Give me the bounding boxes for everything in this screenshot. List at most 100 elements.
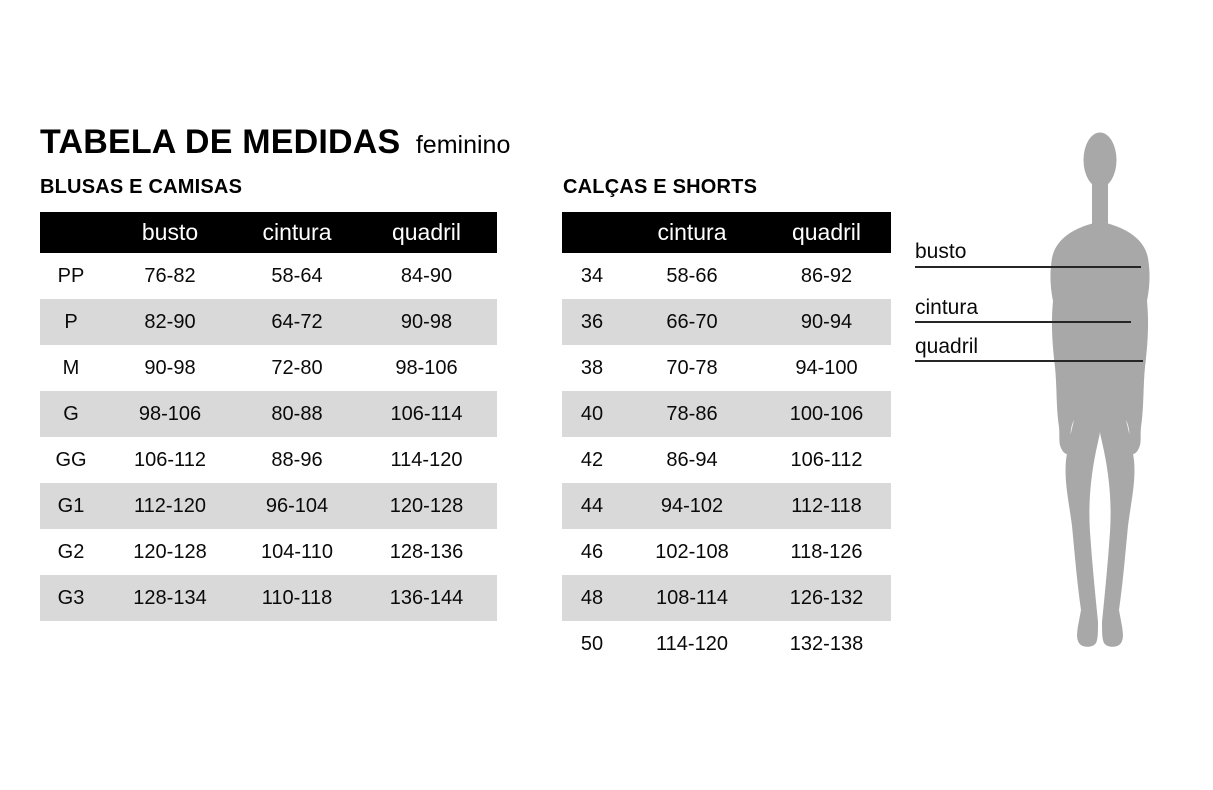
size-cell: G1 xyxy=(57,494,85,517)
busto-measure-line xyxy=(915,266,1141,268)
table-row: P 82-90 64-72 90-98 xyxy=(40,299,497,345)
size-cell: G2 xyxy=(57,540,85,563)
measurement-cell: 112-118 xyxy=(791,494,862,517)
table-row: 38 70-78 94-100 xyxy=(562,345,891,391)
table-row: G2 120-128 104-110 128-136 xyxy=(40,529,497,575)
size-cell: 44 xyxy=(580,494,604,517)
measurement-cell: 72-80 xyxy=(271,356,323,379)
table-row: 36 66-70 90-94 xyxy=(562,299,891,345)
calcas-header-row: cintura quadril xyxy=(562,212,891,253)
measurement-cell: 82-90 xyxy=(144,310,196,333)
measurement-cell: 90-98 xyxy=(400,310,453,333)
measurement-cell: 114-120 xyxy=(390,448,463,471)
calcas-size-table: cintura quadril 34 58-66 86-92 36 66-70 90-94 3… xyxy=(562,212,891,667)
measurement-cell: 112-120 xyxy=(134,494,206,517)
size-cell: G3 xyxy=(57,586,85,609)
measurement-cell: 90-98 xyxy=(144,356,196,379)
measurement-cell: 118-126 xyxy=(790,540,863,563)
size-cell: P xyxy=(64,310,78,333)
measurement-cell: 86-92 xyxy=(800,264,853,287)
measurement-cell: 58-66 xyxy=(666,264,718,287)
size-cell: 46 xyxy=(580,540,604,563)
table-row: 42 86-94 106-112 xyxy=(562,437,891,483)
measurement-cell: 106-112 xyxy=(134,448,206,471)
page-title: TABELA DE MEDIDAS xyxy=(40,123,401,161)
quadril-measure-line xyxy=(915,360,1143,362)
column-header: cintura xyxy=(262,219,332,245)
measurement-cell: 114-120 xyxy=(656,632,728,655)
measurement-cell: 64-72 xyxy=(271,310,323,333)
size-cell: 48 xyxy=(580,586,604,609)
measurement-cell: 66-70 xyxy=(666,310,718,333)
silhouette-head xyxy=(1083,132,1117,188)
measurement-cell: 88-96 xyxy=(271,448,323,471)
size-cell: 42 xyxy=(580,448,604,471)
column-header: cintura xyxy=(657,219,727,245)
calcas-section-title: CALÇAS E SHORTS xyxy=(563,176,758,198)
blusas-section-title: BLUSAS E CAMISAS xyxy=(40,176,243,198)
measurement-cell: 86-94 xyxy=(666,448,718,471)
table-row: G3 128-134 110-118 136-144 xyxy=(40,575,497,621)
measurement-cell: 106-112 xyxy=(790,448,863,471)
size-cell: 38 xyxy=(580,356,604,379)
page-subtitle: feminino xyxy=(415,131,511,159)
measurement-cell: 94-100 xyxy=(795,356,858,379)
table-row: PP 76-82 58-64 84-90 xyxy=(40,253,497,299)
measurement-cell: 110-118 xyxy=(261,586,333,609)
measurement-cell: 96-104 xyxy=(265,494,329,517)
measurement-cell: 126-132 xyxy=(789,586,864,609)
column-header: busto xyxy=(141,219,199,245)
blusas-header-row: busto cintura quadril xyxy=(40,212,497,253)
measurement-cell: 104-110 xyxy=(261,540,333,563)
table-row: M 90-98 72-80 98-106 xyxy=(40,345,497,391)
calcas-table-body: 34 58-66 86-92 36 66-70 90-94 38 70-78 94-100 40 7… xyxy=(562,253,891,667)
measurement-cell: 102-108 xyxy=(655,540,729,563)
table-row: 44 94-102 112-118 xyxy=(562,483,891,529)
table-row: G 98-106 80-88 106-114 xyxy=(40,391,497,437)
measurement-cell: 98-106 xyxy=(395,356,458,379)
size-cell: PP xyxy=(57,264,85,287)
blusas-size-table: busto cintura quadril PP 76-82 58-64 84-90 P 82… xyxy=(40,212,497,621)
blusas-table-body: PP 76-82 58-64 84-90 P 82-90 64-72 90-98 M 90-98 7… xyxy=(40,253,497,621)
size-cell: 50 xyxy=(580,632,604,655)
measurement-cell: 128-134 xyxy=(133,586,207,609)
size-cell: M xyxy=(62,356,80,379)
cintura-measure-line xyxy=(915,321,1131,323)
measurement-cell: 120-128 xyxy=(389,494,464,517)
measurement-cell: 128-136 xyxy=(389,540,464,563)
female-body-silhouette-icon xyxy=(1050,132,1150,647)
measurement-cell: 100-106 xyxy=(789,402,864,425)
table-row: G1 112-120 96-104 120-128 xyxy=(40,483,497,529)
table-row: GG 106-112 88-96 114-120 xyxy=(40,437,497,483)
figure-label-busto: busto xyxy=(915,240,967,263)
measurement-cell: 98-106 xyxy=(138,402,202,425)
column-header xyxy=(40,212,102,253)
size-cell: G xyxy=(63,402,79,425)
measurement-cell: 106-114 xyxy=(390,402,463,425)
table-row: 46 102-108 118-126 xyxy=(562,529,891,575)
silhouette-body xyxy=(1050,222,1100,647)
table-row: 40 78-86 100-106 xyxy=(562,391,891,437)
table-row: 34 58-66 86-92 xyxy=(562,253,891,299)
size-cell: 36 xyxy=(580,310,604,333)
figure-label-cintura: cintura xyxy=(915,296,979,319)
measurement-cell: 108-114 xyxy=(656,586,728,609)
silhouette-neck xyxy=(1092,174,1108,226)
measurement-cell: 80-88 xyxy=(271,402,323,425)
table-row: 50 114-120 132-138 xyxy=(562,621,891,667)
measurement-cell: 76-82 xyxy=(144,264,196,287)
column-header xyxy=(562,212,622,253)
measurement-cell: 58-64 xyxy=(271,264,323,287)
measurement-cell: 94-102 xyxy=(660,494,724,517)
size-cell: 34 xyxy=(580,264,604,287)
page-title-block: TABELA DE MEDIDAS feminino xyxy=(40,123,510,162)
column-header: quadril xyxy=(791,219,862,245)
measurement-cell: 70-78 xyxy=(666,356,718,379)
measurement-cell: 90-94 xyxy=(800,310,853,333)
table-row: 48 108-114 126-132 xyxy=(562,575,891,621)
measurement-cell: 78-86 xyxy=(666,402,718,425)
figure-label-quadril: quadril xyxy=(915,335,979,358)
measurement-cell: 84-90 xyxy=(400,264,453,287)
measurement-cell: 136-144 xyxy=(389,586,464,609)
measurement-cell: 120-128 xyxy=(133,540,207,563)
